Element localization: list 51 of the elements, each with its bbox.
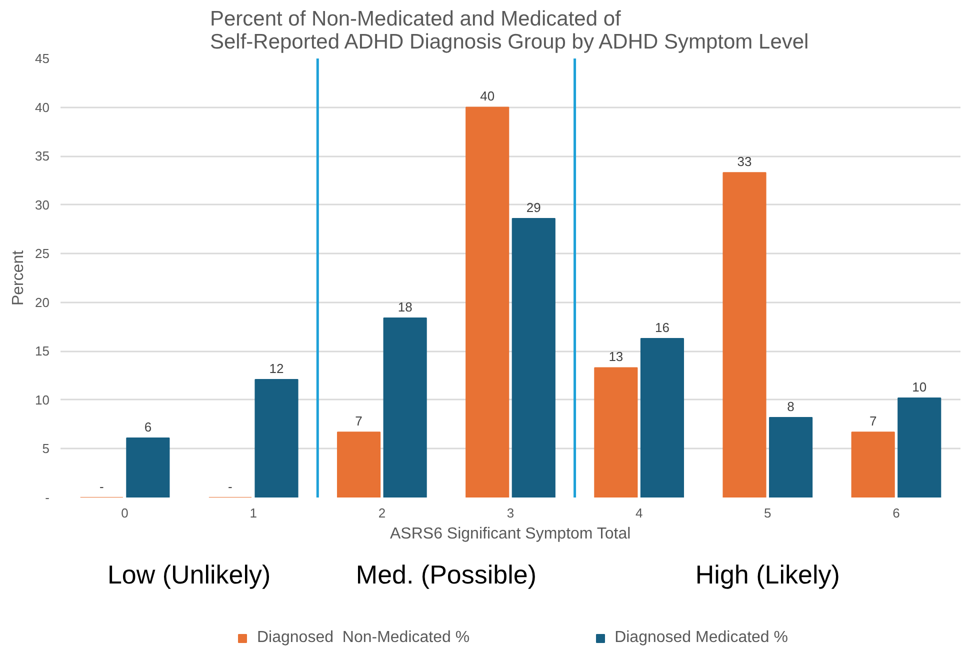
- bar: [512, 218, 556, 498]
- y-tick-label: 40: [35, 100, 50, 115]
- y-tick-label: 10: [35, 392, 50, 408]
- y-tick-label: -: [45, 490, 50, 505]
- y-tick-label: 15: [35, 344, 50, 359]
- y-axis-title: Percent: [10, 250, 28, 306]
- bar: [383, 318, 427, 498]
- data-label: 8: [787, 398, 794, 414]
- x-tick-label: 3: [506, 506, 514, 520]
- bar: [336, 432, 381, 498]
- data-label: 6: [144, 419, 152, 434]
- data-label: 13: [608, 349, 624, 364]
- data-label: 40: [480, 88, 495, 104]
- x-tick-label: 4: [635, 506, 643, 520]
- x-tick-label: 0: [121, 506, 128, 520]
- x-tick-label: 1: [250, 506, 257, 520]
- data-label: 12: [269, 360, 284, 376]
- y-tick-label: 25: [35, 246, 50, 262]
- bar: [722, 172, 766, 498]
- bar: [640, 338, 684, 498]
- data-label: 18: [398, 299, 412, 314]
- data-label: -: [228, 478, 232, 494]
- legend-label: Diagnosed Medicated %: [614, 629, 788, 647]
- data-label: 16: [654, 320, 670, 335]
- y-tick-label: 30: [35, 197, 50, 212]
- data-label: 29: [526, 200, 541, 215]
- bar: [126, 437, 170, 498]
- data-label: -: [99, 478, 104, 494]
- bar: [898, 397, 942, 498]
- x-axis-title: ASRS6 Significant Symptom Total: [390, 526, 631, 542]
- bar: [594, 367, 638, 498]
- x-tick-label: 2: [378, 506, 386, 520]
- bar: [768, 417, 813, 498]
- bar: [254, 378, 298, 498]
- legend-label: Diagnosed Non-Medicated %: [257, 629, 470, 647]
- x-tick-label: 6: [892, 506, 900, 520]
- y-tick-label: 20: [35, 294, 50, 310]
- text: Med. (Possible): [356, 559, 537, 590]
- chart-title: Percent of Non-Medicated and Medicated of Self-Reported ADHD Diagnosis Group by ADHD Symptom Level: [210, 8, 809, 54]
- data-label: 7: [355, 414, 362, 429]
- bar: [851, 432, 895, 498]
- text: Low (Unlikely): [107, 559, 271, 590]
- x-tick-label: 5: [764, 506, 772, 520]
- data-label: 10: [912, 379, 927, 394]
- data-label: 33: [737, 154, 752, 170]
- bar: [466, 106, 510, 498]
- y-tick-label: 5: [42, 441, 50, 456]
- y-tick-label: 35: [35, 148, 50, 164]
- data-label: 7: [869, 414, 877, 429]
- text: High (Likely): [695, 559, 840, 590]
- y-tick-label: 45: [35, 51, 50, 66]
